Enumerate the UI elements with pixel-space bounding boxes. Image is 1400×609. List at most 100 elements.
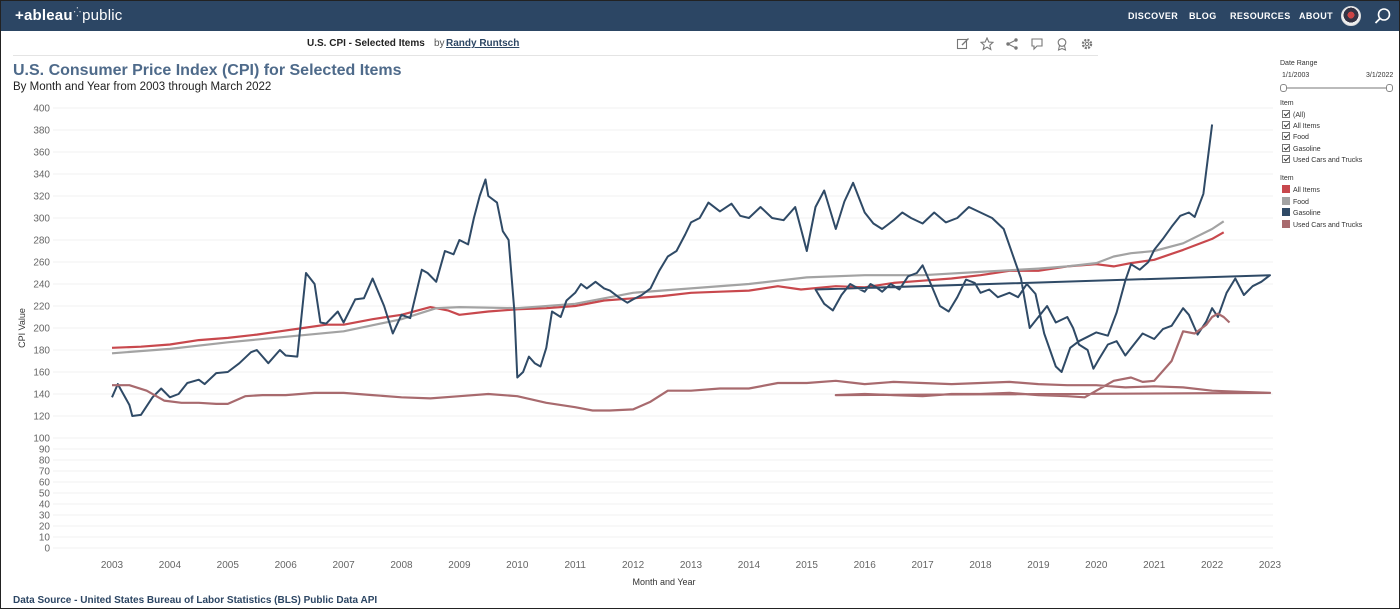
item-filter-food[interactable]: Food: [1282, 132, 1309, 143]
x-axis-title: Month and Year: [632, 577, 695, 587]
item-filter-option-label: Food: [1293, 134, 1309, 141]
viz-by-label: by: [434, 38, 445, 49]
y-tick-label: 20: [39, 522, 51, 533]
share-icon[interactable]: [1005, 37, 1019, 51]
badge-icon[interactable]: [1055, 37, 1069, 51]
series-line-used-cars-and-trucks[interactable]: [112, 312, 1272, 412]
x-tick-label: 2019: [1027, 560, 1050, 571]
dashboard-subtitle: By Month and Year from 2003 through Marc…: [13, 81, 272, 93]
date-range-label: Date Range: [1280, 60, 1318, 67]
x-tick-label: 2003: [101, 560, 124, 571]
y-tick-label: 220: [33, 302, 50, 313]
series-line-gasoline[interactable]: [111, 124, 1271, 417]
y-axis-title: CPI Value: [17, 308, 27, 348]
x-tick-label: 2015: [796, 560, 819, 571]
x-tick-label: 2006: [275, 560, 298, 571]
date-range-end-handle[interactable]: [1386, 84, 1393, 92]
nav-discover[interactable]: DISCOVER: [1128, 11, 1179, 21]
y-tick-label: 40: [39, 500, 51, 511]
y-tick-label: 300: [33, 214, 50, 225]
date-range-slider[interactable]: [1283, 87, 1391, 89]
legend-swatch: [1282, 197, 1290, 205]
legend-item-label: Gasoline: [1293, 210, 1321, 217]
y-tick-label: 360: [33, 148, 50, 159]
y-tick-label: 100: [33, 434, 50, 445]
item-filter-label: Item: [1280, 100, 1294, 107]
x-tick-label: 2021: [1143, 560, 1166, 571]
y-tick-label: 0: [44, 544, 50, 555]
item-filter-all-items[interactable]: All Items: [1282, 121, 1320, 132]
y-tick-label: 10: [39, 533, 51, 544]
logo-sparkle-icon: ⁛: [73, 7, 82, 17]
legend-item-used-cars[interactable]: Used Cars and Trucks: [1282, 220, 1362, 231]
nav-about[interactable]: ABOUT: [1299, 11, 1333, 21]
item-filter-option-label: (All): [1293, 112, 1306, 119]
item-filter-all[interactable]: (All): [1282, 110, 1305, 121]
nav-resources[interactable]: RESOURCES: [1230, 11, 1291, 21]
legend-swatch: [1282, 208, 1290, 216]
checkbox-checked-icon[interactable]: [1282, 110, 1290, 118]
x-tick-label: 2009: [448, 560, 471, 571]
item-filter-option-label: Gasoline: [1293, 146, 1321, 153]
legend-item-gasoline[interactable]: Gasoline: [1282, 208, 1321, 219]
y-tick-label: 260: [33, 258, 50, 269]
y-tick-label: 140: [33, 390, 50, 401]
checkbox-checked-icon[interactable]: [1282, 155, 1290, 163]
y-tick-label: 280: [33, 236, 50, 247]
tableau-public-logo[interactable]: +ableau⁛public: [15, 7, 122, 25]
legend-item-all-items[interactable]: All Items: [1282, 185, 1320, 196]
x-tick-label: 2023: [1259, 560, 1282, 571]
edit-icon[interactable]: [956, 37, 970, 51]
x-tick-label: 2013: [680, 560, 703, 571]
x-tick-label: 2010: [506, 560, 529, 571]
search-icon[interactable]: [1374, 7, 1392, 25]
author-link[interactable]: Randy Runtsch: [446, 38, 520, 49]
x-tick-label: 2016: [854, 560, 877, 571]
item-filter-option-label: All Items: [1293, 123, 1320, 130]
y-tick-label: 120: [33, 412, 50, 423]
y-tick-label: 50: [39, 489, 51, 500]
user-avatar[interactable]: [1341, 6, 1361, 26]
x-tick-label: 2012: [622, 560, 645, 571]
nav-blog[interactable]: BLOG: [1189, 11, 1217, 21]
favorite-star-icon[interactable]: [980, 37, 994, 51]
item-filter-used-cars[interactable]: Used Cars and Trucks: [1282, 155, 1362, 166]
y-tick-label: 320: [33, 192, 50, 203]
settings-gear-icon[interactable]: [1080, 37, 1094, 51]
x-tick-label: 2020: [1085, 560, 1108, 571]
legend-item-label: All Items: [1293, 187, 1320, 194]
dashboard-title: U.S. Consumer Price Index (CPI) for Sele…: [13, 62, 402, 79]
item-filter-gasoline[interactable]: Gasoline: [1282, 144, 1321, 155]
y-tick-label: 60: [39, 478, 51, 489]
y-tick-label: 240: [33, 280, 50, 291]
checkbox-checked-icon[interactable]: [1282, 121, 1290, 129]
y-tick-label: 180: [33, 346, 50, 357]
x-tick-label: 2014: [738, 560, 761, 571]
y-tick-label: 400: [33, 104, 50, 115]
comment-icon[interactable]: [1030, 37, 1044, 51]
x-tick-label: 2022: [1201, 560, 1224, 571]
y-tick-label: 70: [39, 467, 51, 478]
y-tick-label: 380: [33, 126, 50, 137]
date-range-start-handle[interactable]: [1280, 84, 1287, 92]
x-tick-label: 2008: [390, 560, 413, 571]
x-tick-label: 2004: [159, 560, 182, 571]
date-range-end: 3/1/2022: [1366, 72, 1394, 79]
logo-wordmark-left: +ableau: [15, 7, 73, 24]
checkbox-checked-icon[interactable]: [1282, 132, 1290, 140]
viz-title: U.S. CPI - Selected Items: [307, 38, 425, 49]
logo-wordmark-right: public: [82, 7, 123, 24]
legend-swatch: [1282, 220, 1290, 228]
y-tick-label: 90: [39, 445, 51, 456]
checkbox-checked-icon[interactable]: [1282, 144, 1290, 152]
y-tick-label: 160: [33, 368, 50, 379]
legend-item-food[interactable]: Food: [1282, 197, 1309, 208]
x-tick-label: 2011: [564, 560, 586, 571]
y-tick-label: 30: [39, 511, 51, 522]
y-tick-label: 200: [33, 324, 50, 335]
y-tick-label: 80: [39, 456, 51, 467]
x-tick-label: 2017: [911, 560, 934, 571]
series-line-food[interactable]: [111, 220, 1225, 355]
